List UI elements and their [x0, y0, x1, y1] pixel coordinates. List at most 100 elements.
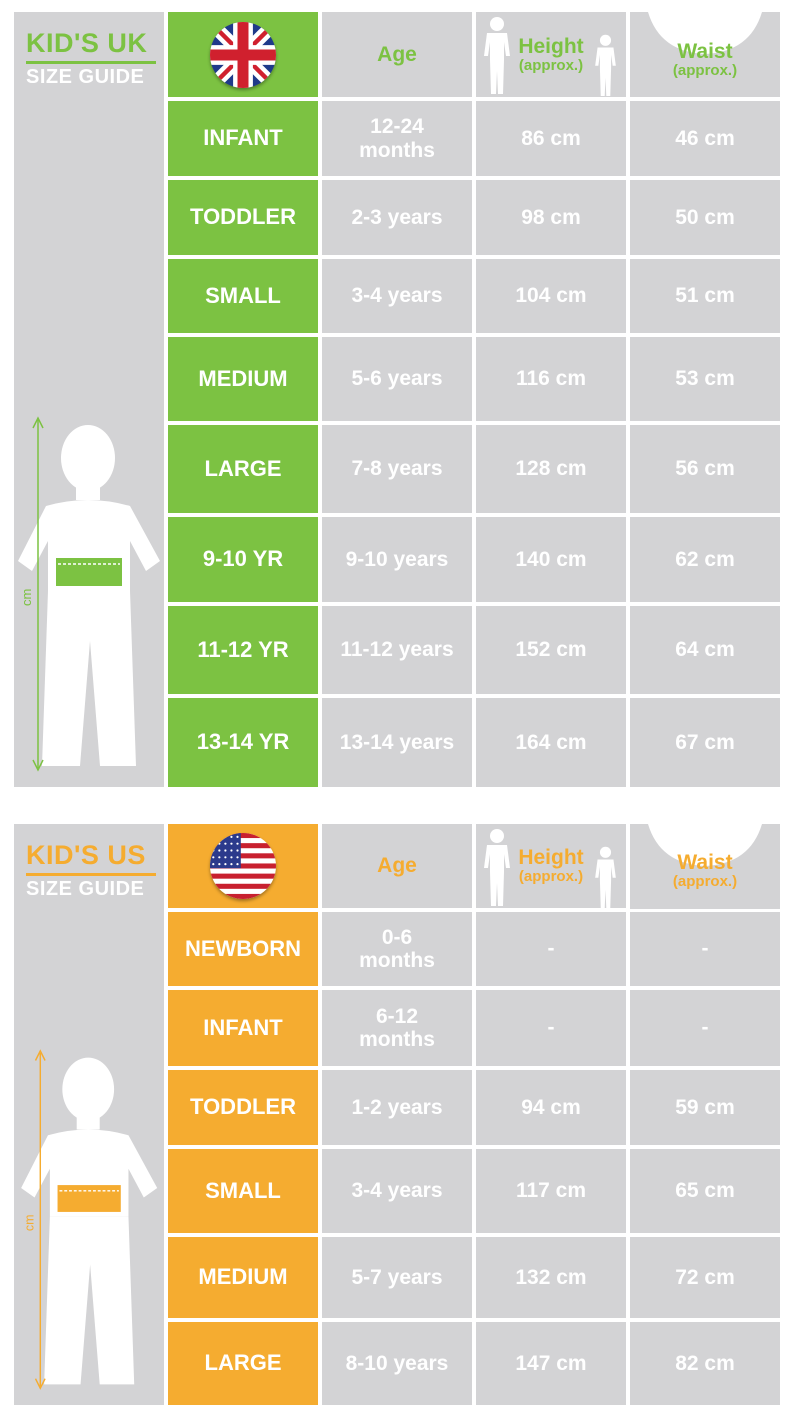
waist-value: - [630, 912, 780, 986]
age-value: 1-2 years [322, 1070, 472, 1145]
age-header-label: Age [377, 42, 417, 66]
age-header: Age [322, 12, 472, 97]
waist-value: 56 cm [630, 425, 780, 513]
height-value: - [476, 990, 626, 1066]
waist-header-note: (approx.) [672, 873, 738, 891]
waist-torso-icon [630, 824, 780, 909]
guide-subtitle: SIZE GUIDE [26, 878, 145, 900]
svg-text:cm: cm [19, 589, 34, 606]
age-header-label: Age [377, 854, 417, 878]
waist-value: 64 cm [630, 606, 780, 694]
us-size-guide: KID'S US SIZE GUIDE cm Age Height (approx.) Wa… [14, 824, 780, 1405]
waist-header: Waist (approx.) [630, 824, 780, 909]
waist-value: 65 cm [630, 1149, 780, 1233]
child-silhouette-right [595, 846, 616, 913]
child-figure-icon: cm [21, 1049, 158, 1390]
height-value: 128 cm [476, 425, 626, 513]
size-label: TODDLER [168, 1070, 318, 1145]
size-label: MEDIUM [168, 337, 318, 421]
age-header: Age [322, 824, 472, 908]
waist-value: 51 cm [630, 259, 780, 333]
waist-value: 59 cm [630, 1070, 780, 1145]
height-header-note: (approx.) [518, 868, 584, 886]
size-label: 11-12 YR [168, 606, 318, 694]
child-measure-figure: cm [18, 1049, 168, 1399]
waist-value: 46 cm [630, 101, 780, 176]
height-header: Height (approx.) [476, 824, 626, 908]
height-header-label: Height [518, 846, 584, 870]
waist-torso-icon [630, 12, 780, 97]
age-value: 12-24 months [322, 101, 472, 176]
age-value: 5-7 years [322, 1237, 472, 1318]
size-label: INFANT [168, 101, 318, 176]
guide-title: KID'S US [26, 840, 146, 870]
size-label: 13-14 YR [168, 698, 318, 787]
age-value: 3-4 years [322, 1149, 472, 1233]
child-silhouette-left [484, 828, 510, 911]
uk-size-guide: KID'S UK SIZE GUIDE cm Age Height (approx.) Wa… [14, 12, 780, 787]
age-value: 2-3 years [322, 180, 472, 255]
size-guide-title-panel: KID'S US SIZE GUIDE cm [14, 824, 164, 1405]
child-figure-icon: cm [18, 416, 160, 772]
age-value: 13-14 years [322, 698, 472, 787]
waist-header-label: Waist [677, 851, 733, 875]
waist-value: 72 cm [630, 1237, 780, 1318]
waist-value: 50 cm [630, 180, 780, 255]
waist-value: 82 cm [630, 1322, 780, 1405]
guide-title: KID'S UK [26, 28, 148, 58]
age-value: 5-6 years [322, 337, 472, 421]
height-value: 147 cm [476, 1322, 626, 1405]
age-value: 6-12 months [322, 990, 472, 1066]
height-value: - [476, 912, 626, 986]
size-label: NEWBORN [168, 912, 318, 986]
child-silhouette-icon [484, 829, 510, 906]
child-silhouette-left [484, 16, 510, 99]
size-label: 9-10 YR [168, 517, 318, 602]
waist-value: 53 cm [630, 337, 780, 421]
size-label: LARGE [168, 1322, 318, 1405]
age-value: 11-12 years [322, 606, 472, 694]
age-value: 9-10 years [322, 517, 472, 602]
child-measure-figure: cm [18, 416, 168, 781]
age-value: 0-6 months [322, 912, 472, 986]
waist-value: 67 cm [630, 698, 780, 787]
height-value: 104 cm [476, 259, 626, 333]
height-value: 98 cm [476, 180, 626, 255]
waist-header-label: Waist [677, 39, 733, 63]
height-value: 140 cm [476, 517, 626, 602]
size-label: INFANT [168, 990, 318, 1066]
title-divider [26, 873, 156, 876]
waist-value: 62 cm [630, 517, 780, 602]
guide-subtitle: SIZE GUIDE [26, 66, 145, 88]
child-silhouette-icon [484, 17, 510, 94]
age-value: 3-4 years [322, 259, 472, 333]
height-value: 94 cm [476, 1070, 626, 1145]
height-value: 132 cm [476, 1237, 626, 1318]
waist-header: Waist (approx.) [630, 12, 780, 97]
waist-header-note: (approx.) [672, 61, 738, 79]
uk-flag-icon [210, 21, 276, 88]
child-silhouette-right [595, 34, 616, 101]
child-silhouette-icon [595, 34, 616, 96]
flag-cell [168, 824, 318, 908]
size-label: SMALL [168, 259, 318, 333]
child-silhouette-icon [595, 846, 616, 908]
flag-cell [168, 12, 318, 97]
size-label: MEDIUM [168, 1237, 318, 1318]
size-label: TODDLER [168, 180, 318, 255]
waist-value: - [630, 990, 780, 1066]
us-flag-icon [210, 833, 276, 899]
height-header-note: (approx.) [518, 56, 584, 74]
height-value: 164 cm [476, 698, 626, 787]
height-value: 152 cm [476, 606, 626, 694]
svg-text:cm: cm [23, 1214, 37, 1231]
size-label: LARGE [168, 425, 318, 513]
size-guide-title-panel: KID'S UK SIZE GUIDE cm [14, 12, 164, 787]
title-divider [26, 61, 156, 64]
height-header-label: Height [518, 34, 584, 58]
height-header: Height (approx.) [476, 12, 626, 97]
height-value: 86 cm [476, 101, 626, 176]
height-value: 116 cm [476, 337, 626, 421]
height-value: 117 cm [476, 1149, 626, 1233]
age-value: 8-10 years [322, 1322, 472, 1405]
